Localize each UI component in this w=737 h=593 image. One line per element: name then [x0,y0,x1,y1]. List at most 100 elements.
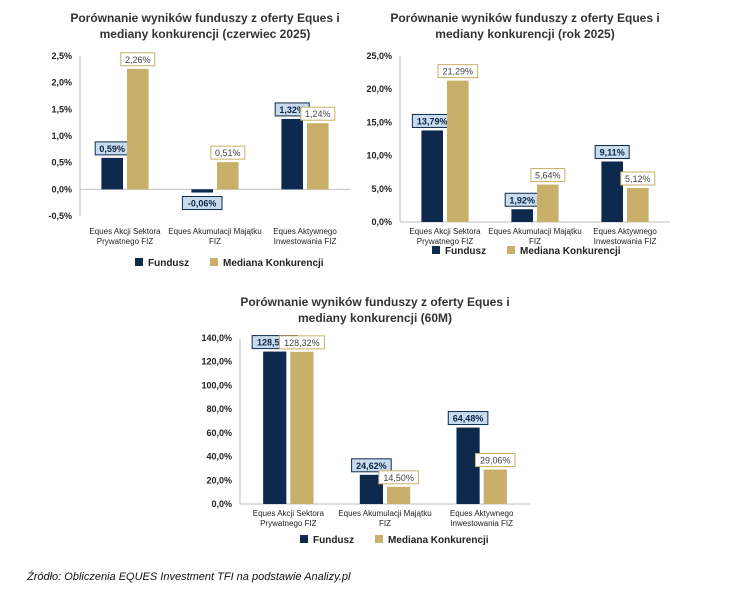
y-tick-label: 0,5% [51,158,72,168]
y-tick-label: 40,0% [206,452,232,462]
category-label-line: Inwestowania FIZ [450,519,513,528]
category-label: Eques Aktywnego Inwestowania FIZ [593,227,657,246]
category-label: Eques Akcji Sektora Prywatnego FIZ [253,509,325,528]
y-tick-label: 60,0% [206,428,232,438]
legend-label: Mediana Konkurencji [223,258,324,269]
chart-title: Porównanie wyników funduszy z oferty Equ… [390,11,659,41]
data-label-box [594,145,630,160]
y-tick-label: 1,0% [51,131,72,141]
data-label-box [447,411,489,426]
data-label: 14,50% [383,473,414,483]
data-label-box [620,171,656,186]
y-tick-label: 10,0% [366,151,392,161]
legend-label: Fundusz [148,258,189,269]
legend-swatch-mediana [507,246,515,254]
y-tick-label: 25,0% [366,51,392,61]
category-label: Eques Akumulacji Majątku FIZ [488,227,581,246]
legend-swatch-fundusz [432,246,440,254]
bar-fundusz [421,130,443,222]
data-label: 0,59% [99,144,125,154]
legend-label: Mediana Konkurencji [388,535,489,546]
bar-fundusz [281,118,303,190]
chart-svg: Porównanie wyników funduszy z oferty Equ… [201,295,530,546]
data-label-box [300,106,336,121]
y-tick-label: 15,0% [366,117,392,127]
category-label-line: Eques Akumulacji Majątku [168,227,261,236]
y-tick-label: 80,0% [206,404,232,414]
data-label: 1,24% [305,109,331,119]
data-label: 1,92% [509,195,535,205]
data-label: 9,11% [600,148,625,158]
legend-label: Mediana Konkurencji [520,246,621,257]
category-label: Eques Akcji Sektora Prywatnego FIZ [89,227,161,246]
bar-mediana [537,184,559,222]
legend-swatch-fundusz [135,258,143,266]
data-label-box [278,335,326,350]
data-label: 128,55% [257,338,293,348]
data-label: 64,48% [453,414,484,424]
category-label-line: Eques Akcji Sektora [89,227,161,236]
y-tick-label: 2,5% [51,51,72,61]
chart-svg: Porównanie wyników funduszy z oferty Equ… [366,11,670,257]
y-tick-label: 5,0% [371,184,392,194]
bar-mediana [290,351,314,504]
chart-title-line: mediany konkurencji (60M) [298,311,452,325]
data-label-box [120,52,156,67]
data-label: -0,06% [188,199,217,209]
chart-year-2025: Porównanie wyników funduszy z oferty Equ… [360,8,690,278]
legend-swatch-fundusz [300,535,308,543]
y-tick-label: 120,0% [201,357,232,367]
bar-fundusz [263,351,287,504]
category-label-line: Prywatnego FIZ [417,237,474,246]
category-label-line: FIZ [209,237,221,246]
data-label: 128,32% [284,338,320,348]
y-tick-label: 100,0% [201,380,232,390]
chart-title: Porównanie wyników funduszy z oferty Equ… [70,11,339,41]
data-label-box [474,453,516,468]
y-tick-label: 0,0% [371,217,392,227]
category-label-line: FIZ [379,519,391,528]
category-label-line: Eques Akumulacji Majątku [338,509,431,518]
bar-fundusz [456,427,480,504]
bar-fundusz [511,209,533,222]
chart-svg: Porównanie wyników funduszy z oferty Equ… [48,11,350,269]
data-label-box [437,64,479,79]
bar-fundusz [359,474,383,504]
y-tick-label: -0,5% [48,211,72,221]
y-tick-label: 140,0% [201,333,232,343]
y-tick-label: 20,0% [366,84,392,94]
legend-swatch-mediana [210,258,218,266]
y-tick-label: 20,0% [206,475,232,485]
category-label: Eques Akcji Sektora Prywatnego FIZ [409,227,481,246]
category-label-line: Prywatnego FIZ [260,519,317,528]
chart-title-line: Porównanie wyników funduszy z oferty Equ… [390,11,659,25]
category-label: Eques Aktywnego Inwestowania FIZ [450,509,514,528]
category-label-line: Eques Akumulacji Majątku [488,227,581,236]
data-label-box [530,168,566,183]
data-label: 2,26% [125,55,151,65]
bar-mediana [627,188,649,222]
data-label: 29,06% [480,456,511,466]
category-label-line: Inwestowania FIZ [274,237,337,246]
data-label: 24,62% [356,461,387,471]
bar-mediana [307,123,329,190]
category-label-line: Eques Aktywnego [450,509,514,518]
category-label-line: Eques Aktywnego [273,227,337,236]
category-label-line: FIZ [529,237,541,246]
data-label-box [181,196,223,211]
data-label: 0,51% [215,148,241,158]
data-label-box [210,145,246,160]
bar-mediana [447,80,469,222]
legend-label: Fundusz [313,535,354,546]
bar-mediana [127,68,149,190]
bar-mediana [387,486,411,504]
data-label-box [351,458,392,473]
data-label: 13,79% [417,116,448,126]
category-label: Eques Aktywnego Inwestowania FIZ [273,227,337,246]
bar-fundusz [191,189,213,193]
y-tick-label: 1,5% [51,104,72,114]
category-label-line: Prywatnego FIZ [97,237,154,246]
bar-mediana [217,162,239,190]
chart-title-line: mediany konkurencji (rok 2025) [435,27,614,41]
data-label: 21,29% [443,67,474,77]
